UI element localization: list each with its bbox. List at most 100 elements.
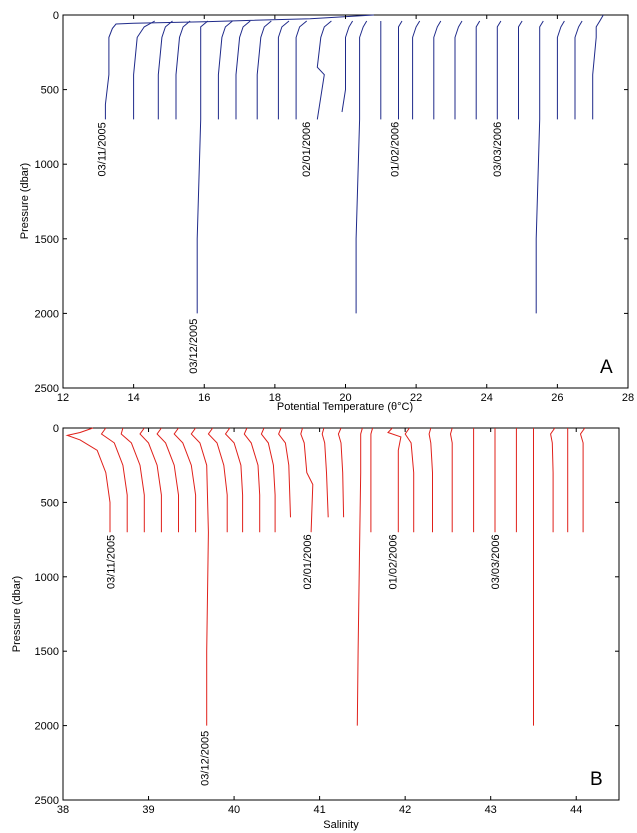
panel-a-profile-line (316, 20, 332, 120)
panel-b-profile-line (156, 427, 179, 533)
panel-b-profile-line (173, 427, 197, 533)
panel-a-profile-line (398, 20, 403, 120)
panel-b-x-tick-label: 38 (57, 804, 69, 816)
panel-a-y-ticks: 0 500 1000 1500 2000 2500 (35, 10, 628, 395)
panel-a-x-tick-label: 24 (481, 392, 493, 404)
panel-b-profile-line (65, 427, 111, 533)
panel-a-letter: A (600, 357, 613, 378)
panel-a-y-tick-label: 2000 (35, 308, 59, 320)
panel-a-date-labels: 03/11/2005 03/12/2005 02/01/2006 01/02/2006… (96, 122, 504, 374)
panel-b-profile-line (207, 427, 228, 533)
panel-a-profile-line (496, 20, 502, 120)
panel-b-y-tick-label: 500 (41, 497, 59, 509)
panel-b-x-tick-label: 39 (142, 804, 154, 816)
panel-b-date-label: 03/12/2005 (199, 731, 211, 786)
panel-a-x-tick-label: 28 (622, 392, 634, 404)
panel-b-profile-line (224, 427, 244, 533)
panel-a-y-tick-label: 2500 (35, 383, 59, 395)
panel-a-profile-line (355, 20, 368, 314)
panel-b-profile-line (278, 427, 291, 518)
panel-b-salinity: 38 39 40 41 42 43 44 0 500 1000 1500 2000 2500 03/1… (11, 423, 620, 831)
panel-b-date-label: 03/03/2006 (490, 534, 502, 589)
panel-b-profile-line (579, 427, 586, 533)
panel-b-y-axis-label: Pressure (dbar) (11, 576, 23, 652)
panel-b-profile-line (190, 427, 209, 726)
panel-b-x-tick-label: 41 (313, 804, 325, 816)
panel-a-x-tick-label: 14 (128, 392, 140, 404)
panel-a-y-tick-label: 0 (53, 10, 59, 22)
panel-b-profile-line (243, 427, 261, 533)
panel-b-profile-line (120, 427, 145, 533)
panel-a-profile-line (235, 20, 251, 120)
panel-b-profile-line (321, 427, 329, 518)
panel-b-x-tick-label: 40 (228, 804, 240, 816)
panel-a-profile-line (104, 14, 374, 120)
panel-a-x-tick-label: 16 (198, 392, 210, 404)
panel-b-profile-line (100, 427, 128, 533)
panel-b-profile-line (387, 427, 402, 533)
panel-a-profile-line (574, 20, 583, 120)
panel-a-profile-line (433, 20, 442, 120)
panel-b-profile-line (139, 427, 162, 533)
panel-b-date-label: 03/11/2005 (105, 535, 117, 589)
panel-a-profile-line (217, 20, 233, 120)
panel-b-x-axis-label: Salinity (323, 819, 359, 831)
panel-a-y-tick-label: 1000 (35, 159, 59, 171)
panel-a-profile-line (592, 14, 604, 120)
panel-b-y-tick-label: 2000 (35, 721, 59, 733)
panel-a-profile-line (454, 20, 463, 120)
panel-b-profile-line (370, 427, 374, 533)
panel-b-y-tick-label: 2500 (35, 795, 59, 807)
panel-a-profile-line (133, 20, 156, 120)
panel-a-date-label: 03/12/2005 (188, 319, 200, 374)
panel-a-x-tick-label: 12 (57, 392, 69, 404)
panel-a-profile-line (475, 20, 481, 120)
panel-a-x-tick-label: 26 (551, 392, 563, 404)
panel-b-date-labels: 03/11/2005 03/12/2005 02/01/2006 01/02/2006… (105, 534, 502, 785)
panel-a-date-label: 03/03/2006 (492, 122, 504, 177)
panel-a-y-tick-label: 1500 (35, 234, 59, 246)
panel-b-profile-line (428, 427, 433, 533)
panel-a-profile-line (412, 20, 421, 120)
panel-a-profile-line (556, 20, 565, 120)
panel-b-y-tick-label: 1500 (35, 646, 59, 658)
panel-b-profile-line (404, 427, 415, 533)
panel-a-profile-line (518, 20, 523, 120)
panel-b-date-label: 02/01/2006 (302, 534, 314, 589)
panel-b-profiles (65, 427, 586, 726)
panel-a-date-label: 02/01/2006 (301, 122, 313, 177)
panel-b-letter: B (590, 769, 603, 790)
panel-b-profile-line (449, 427, 453, 533)
panel-a-y-axis-label: Pressure (dbar) (19, 163, 31, 239)
panel-a-x-tick-label: 18 (269, 392, 281, 404)
panel-a-x-tick-label: 22 (410, 392, 422, 404)
panel-a-temperature: 12 14 16 18 20 22 24 26 28 05001000150020002500 … (19, 10, 634, 413)
panel-a-profile-line (157, 20, 173, 120)
panel-b-y-tick-label: 1000 (35, 572, 59, 584)
panel-a-profile-line (196, 20, 209, 314)
panel-a-profile-line (535, 20, 544, 314)
panel-b-profile-line (337, 427, 345, 518)
panel-a-profile-line (295, 20, 308, 120)
panel-a-x-tick-label: 20 (339, 392, 351, 404)
panel-b-x-tick-label: 42 (399, 804, 411, 816)
panel-a-profile-line (256, 20, 272, 120)
panel-a-date-label: 03/11/2005 (96, 122, 108, 176)
panel-a-profile-line (175, 20, 191, 120)
panel-b-y-tick-label: 0 (53, 423, 59, 435)
panel-a-x-ticks: 12 14 16 18 20 22 24 26 28 (57, 15, 634, 404)
panel-a-profile-line (341, 20, 354, 113)
panel-a-profile-line (277, 20, 290, 120)
panel-b-y-ticks: 0 500 1000 1500 2000 2500 (35, 423, 619, 807)
panel-a-y-tick-label: 500 (41, 85, 59, 97)
panel-a-date-label: 01/02/2006 (389, 122, 401, 177)
panel-b-x-tick-label: 43 (485, 804, 497, 816)
panel-b-profile-line (300, 427, 314, 533)
panel-b-profile-line (260, 427, 276, 533)
panel-a-x-axis-label: Potential Temperature (θ°C) (277, 401, 413, 413)
panel-b-x-tick-label: 44 (570, 804, 582, 816)
panel-b-date-label: 01/02/2006 (388, 534, 400, 589)
panel-a-profiles (104, 14, 604, 314)
panel-b-x-ticks: 38 39 40 41 42 43 44 (57, 428, 582, 816)
panel-b-profile-line (356, 427, 363, 726)
